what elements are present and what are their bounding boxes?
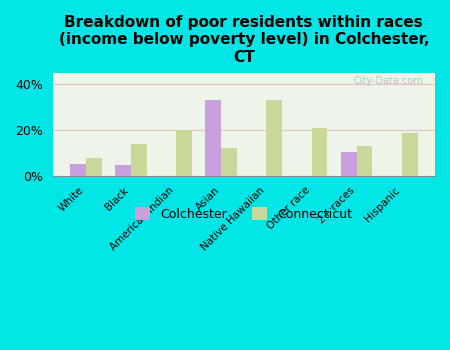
Bar [266, 100, 282, 175]
Bar [311, 128, 327, 175]
Bar [357, 146, 373, 175]
Bar [221, 148, 237, 175]
Bar [341, 152, 357, 175]
Bar [131, 144, 147, 175]
Text: City-Data.com: City-Data.com [354, 76, 423, 86]
Bar [205, 100, 221, 175]
Bar [70, 164, 86, 175]
Bar [86, 159, 102, 175]
Bar [402, 133, 418, 175]
Bar [176, 130, 192, 175]
Title: Breakdown of poor residents within races
(income below poverty level) in Colches: Breakdown of poor residents within races… [58, 15, 429, 65]
Bar [115, 165, 131, 175]
Legend: Colchester, Connecticut: Colchester, Connecticut [130, 202, 357, 226]
